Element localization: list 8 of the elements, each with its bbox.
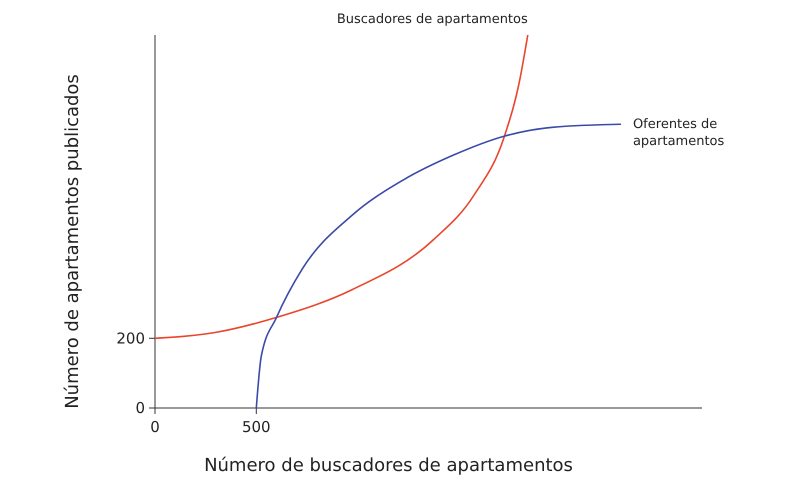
line-series: [154, 34, 529, 340]
line-series: [255, 123, 622, 409]
series-label: Oferentes de apartamentos: [632, 117, 725, 150]
x-axis-title: Número de buscadores de apartamentos: [204, 455, 573, 476]
x-tick-label: 500: [242, 418, 271, 436]
series-label: Buscadores de apartamentos: [336, 12, 528, 27]
y-tick-label: 200: [116, 329, 145, 348]
y-axis-title: Número de apartamentos publicados: [62, 74, 83, 409]
